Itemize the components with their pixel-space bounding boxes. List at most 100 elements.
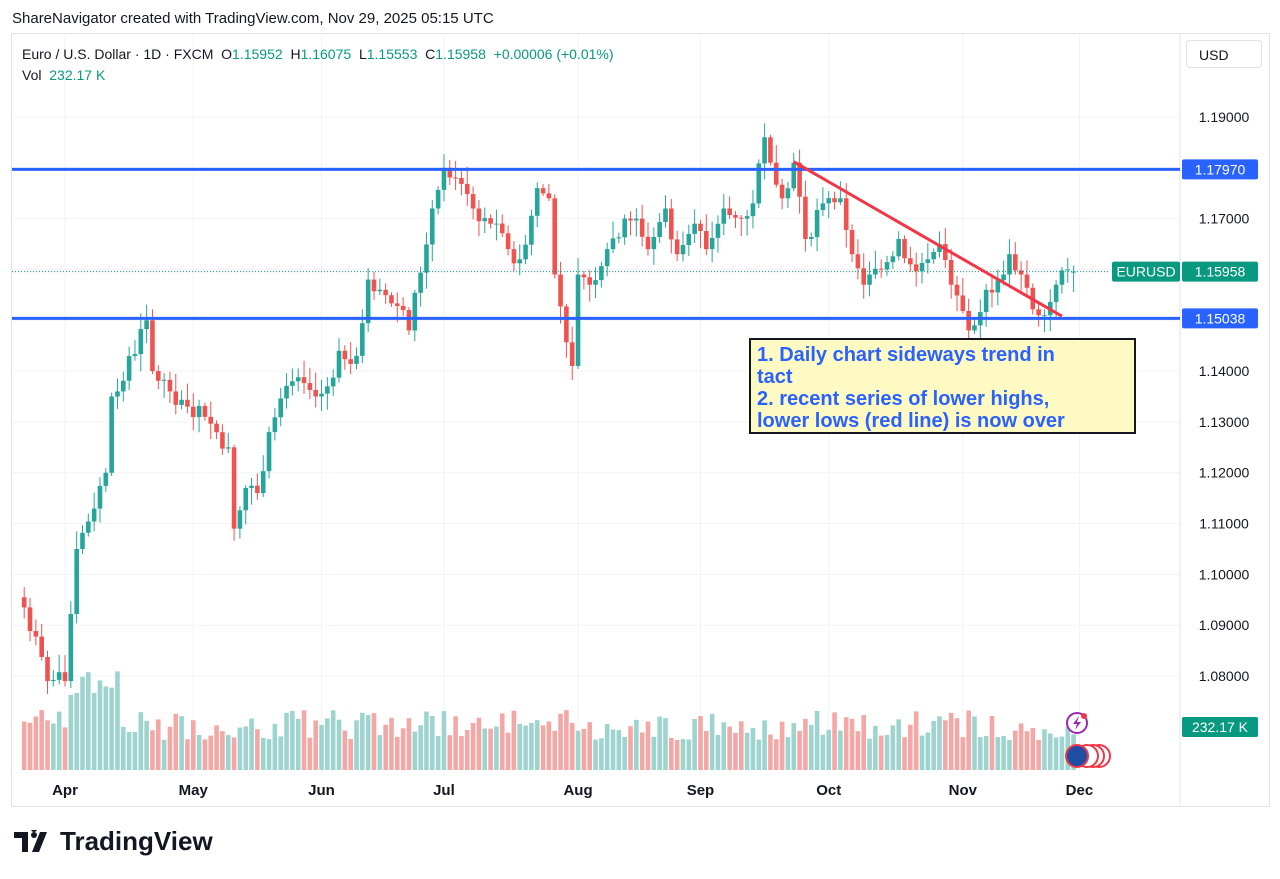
- volume-bar: [937, 716, 942, 770]
- candle-body: [913, 264, 919, 272]
- candle-body: [453, 177, 458, 179]
- candle-body: [155, 371, 161, 381]
- candle-body: [564, 306, 569, 343]
- candle-body: [867, 274, 872, 285]
- candle-body: [704, 231, 709, 250]
- volume-bar: [599, 738, 604, 770]
- volume-bar: [453, 716, 458, 770]
- volume-bar: [657, 716, 662, 770]
- candle-body: [459, 177, 464, 184]
- volume-bar: [972, 716, 977, 770]
- candle-body: [657, 222, 662, 237]
- volume-bar: [704, 730, 709, 770]
- candle-body: [1024, 274, 1030, 288]
- volume-bar: [21, 721, 27, 770]
- red-trendline: [793, 160, 1063, 318]
- brand-name: TradingView: [60, 826, 213, 856]
- candle-body: [855, 254, 861, 269]
- volume-bar: [954, 718, 960, 770]
- volume-bar: [744, 732, 750, 770]
- volume-bar: [674, 739, 680, 770]
- volume-bar: [890, 725, 896, 770]
- volume-bar: [377, 735, 383, 770]
- volume-bar: [534, 720, 540, 770]
- time-tick-label: Nov: [949, 782, 978, 799]
- volume-bar: [669, 737, 674, 770]
- volume-label: Vol: [22, 67, 42, 83]
- volume-bar: [494, 726, 499, 770]
- volume-bar: [255, 729, 260, 770]
- candle-body: [645, 236, 651, 250]
- volume-bar: [709, 713, 715, 770]
- candle-body: [715, 223, 721, 238]
- candle-body: [255, 485, 260, 494]
- volume-bar: [488, 728, 493, 770]
- annotation-line: 2. recent series of lower highs,: [757, 388, 1050, 410]
- candle-body: [960, 295, 966, 312]
- candle-body: [966, 311, 971, 331]
- volume-bar: [319, 724, 324, 770]
- volume-bar: [185, 739, 190, 770]
- volume-bar: [173, 713, 179, 770]
- symbol-name[interactable]: Euro / U.S. Dollar · 1D · FXCM: [22, 46, 214, 62]
- candle-body: [919, 262, 925, 272]
- volume-bar: [715, 734, 721, 770]
- volume-bar: [832, 712, 837, 770]
- volume-bar: [948, 712, 954, 770]
- candle-body: [826, 198, 832, 204]
- volume-bar: [459, 736, 464, 770]
- volume-bar: [861, 714, 867, 770]
- candle-body: [74, 548, 79, 615]
- low-label: L: [358, 46, 367, 62]
- candle-body: [348, 359, 353, 364]
- candle-body: [62, 672, 68, 682]
- candle-body: [179, 399, 184, 405]
- candle-body: [231, 447, 237, 529]
- candle-body: [400, 305, 406, 311]
- volume-bar: [896, 719, 901, 770]
- volume-bar: [45, 720, 50, 770]
- candle-body: [709, 237, 715, 250]
- candle-body: [1012, 254, 1018, 271]
- volume-bar: [441, 711, 447, 770]
- volume-bar: [208, 735, 214, 770]
- candle-body: [167, 379, 173, 392]
- volume-bar: [1007, 739, 1012, 770]
- volume-bar: [348, 738, 353, 770]
- tradingview-logo[interactable]: TradingView: [14, 826, 213, 857]
- volume-bar: [91, 692, 97, 770]
- volume-bar: [564, 710, 569, 770]
- volume-bar: [214, 725, 219, 770]
- candle-body: [161, 379, 167, 381]
- volume-bar: [581, 728, 587, 770]
- volume-bar: [231, 737, 237, 770]
- volume-bar: [103, 686, 109, 770]
- volume-bar: [260, 737, 266, 770]
- candle-body: [593, 280, 598, 285]
- volume-bar: [791, 723, 797, 770]
- candle-body: [634, 218, 639, 221]
- candle-body: [587, 277, 592, 285]
- candle-body: [995, 280, 1001, 293]
- candle-body: [1007, 254, 1012, 275]
- volume-bar: [190, 720, 196, 770]
- volume-bar: [132, 731, 138, 770]
- volume-bar: [966, 710, 971, 770]
- candle-body: [1071, 271, 1076, 273]
- candle-body: [808, 236, 814, 239]
- volume-bar: [634, 719, 639, 770]
- candle-body: [435, 189, 441, 209]
- open-label: O: [221, 46, 233, 62]
- candle-body: [599, 266, 604, 281]
- currency-button[interactable]: USD: [1186, 40, 1262, 68]
- volume-bar: [354, 720, 359, 770]
- candle-body: [738, 217, 744, 219]
- volume-bar: [138, 712, 144, 770]
- candle-body: [1036, 309, 1041, 316]
- candle-body: [651, 236, 657, 250]
- volume-bar: [983, 735, 989, 770]
- chart-credit: ShareNavigator created with TradingView.…: [12, 10, 494, 27]
- price-tick-label: 1.19000: [1199, 109, 1250, 125]
- candle-body: [983, 289, 989, 313]
